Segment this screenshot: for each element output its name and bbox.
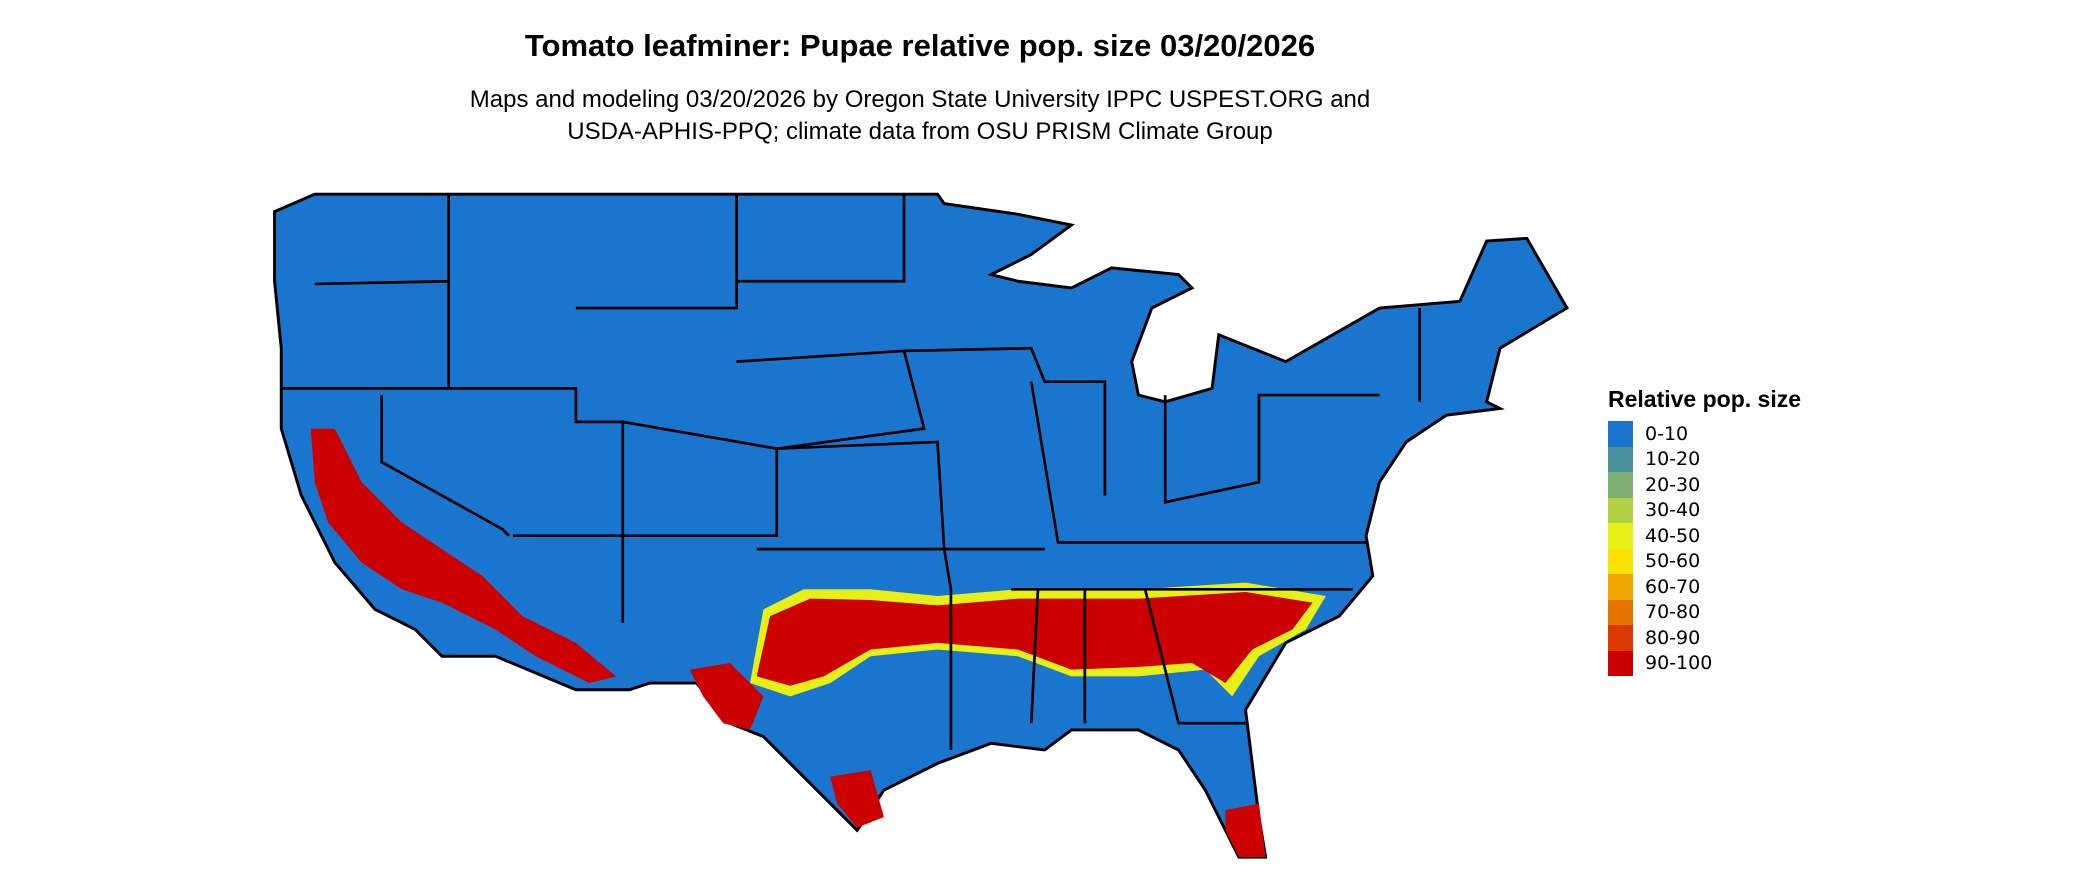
legend: Relative pop. size 0-10 10-20 20-30 30-40 40… (1608, 386, 1801, 676)
map-title: Tomato leafminer: Pupae relative pop. si… (524, 28, 1316, 63)
legend-item: 40-50 (1608, 523, 1801, 549)
legend-label: 70-80 (1645, 601, 1701, 624)
legend-swatch (1608, 446, 1633, 472)
legend-item: 0-10 (1608, 421, 1801, 447)
legend-swatch (1608, 574, 1633, 600)
legend-swatch (1608, 421, 1633, 447)
legend-label: 10-20 (1645, 448, 1701, 471)
subtitle-line-2: USDA-APHIS-PPQ; climate data from OSU PR… (567, 118, 1273, 145)
legend-item: 80-90 (1608, 625, 1801, 651)
legend-label: 30-40 (1645, 499, 1701, 522)
legend-label: 40-50 (1645, 524, 1701, 547)
legend-swatch (1608, 650, 1633, 676)
legend-swatch (1608, 625, 1633, 651)
subtitle-line-1: Maps and modeling 03/20/2026 by Oregon S… (469, 86, 1371, 113)
map-subtitle: Maps and modeling 03/20/2026 by Oregon S… (0, 84, 1840, 148)
legend-label: 20-30 (1645, 473, 1701, 496)
legend-title: Relative pop. size (1608, 386, 1802, 412)
legend-label: 0-10 (1645, 422, 1689, 445)
legend-swatch (1608, 472, 1633, 498)
legend-swatch (1608, 599, 1633, 625)
legend-label: 60-70 (1645, 575, 1701, 598)
legend-label: 50-60 (1645, 550, 1701, 573)
legend-item: 60-70 (1608, 574, 1801, 600)
legend-label: 90-100 (1645, 652, 1713, 675)
legend-item: 30-40 (1608, 497, 1801, 523)
legend-swatch (1608, 523, 1633, 549)
legend-item: 70-80 (1608, 599, 1801, 625)
legend-swatch (1608, 548, 1633, 574)
legend-item: 50-60 (1608, 548, 1801, 574)
legend-item: 10-20 (1608, 446, 1801, 472)
legend-item: 90-100 (1608, 650, 1801, 676)
legend-item: 20-30 (1608, 472, 1801, 498)
us-land (273, 192, 1569, 859)
state-borders (281, 194, 1421, 751)
legend-swatch (1608, 497, 1633, 523)
legend-label: 80-90 (1645, 626, 1701, 649)
